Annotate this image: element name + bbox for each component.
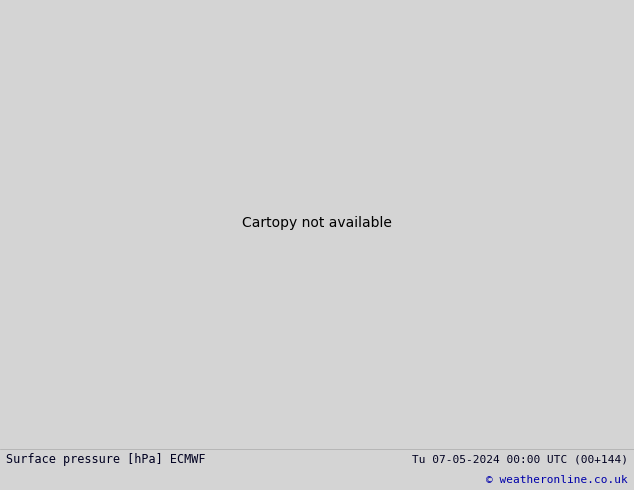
Text: © weatheronline.co.uk: © weatheronline.co.uk (486, 475, 628, 485)
Text: Cartopy not available: Cartopy not available (242, 216, 392, 230)
Text: Tu 07-05-2024 00:00 UTC (00+144): Tu 07-05-2024 00:00 UTC (00+144) (411, 454, 628, 464)
Text: Surface pressure [hPa] ECMWF: Surface pressure [hPa] ECMWF (6, 453, 206, 466)
